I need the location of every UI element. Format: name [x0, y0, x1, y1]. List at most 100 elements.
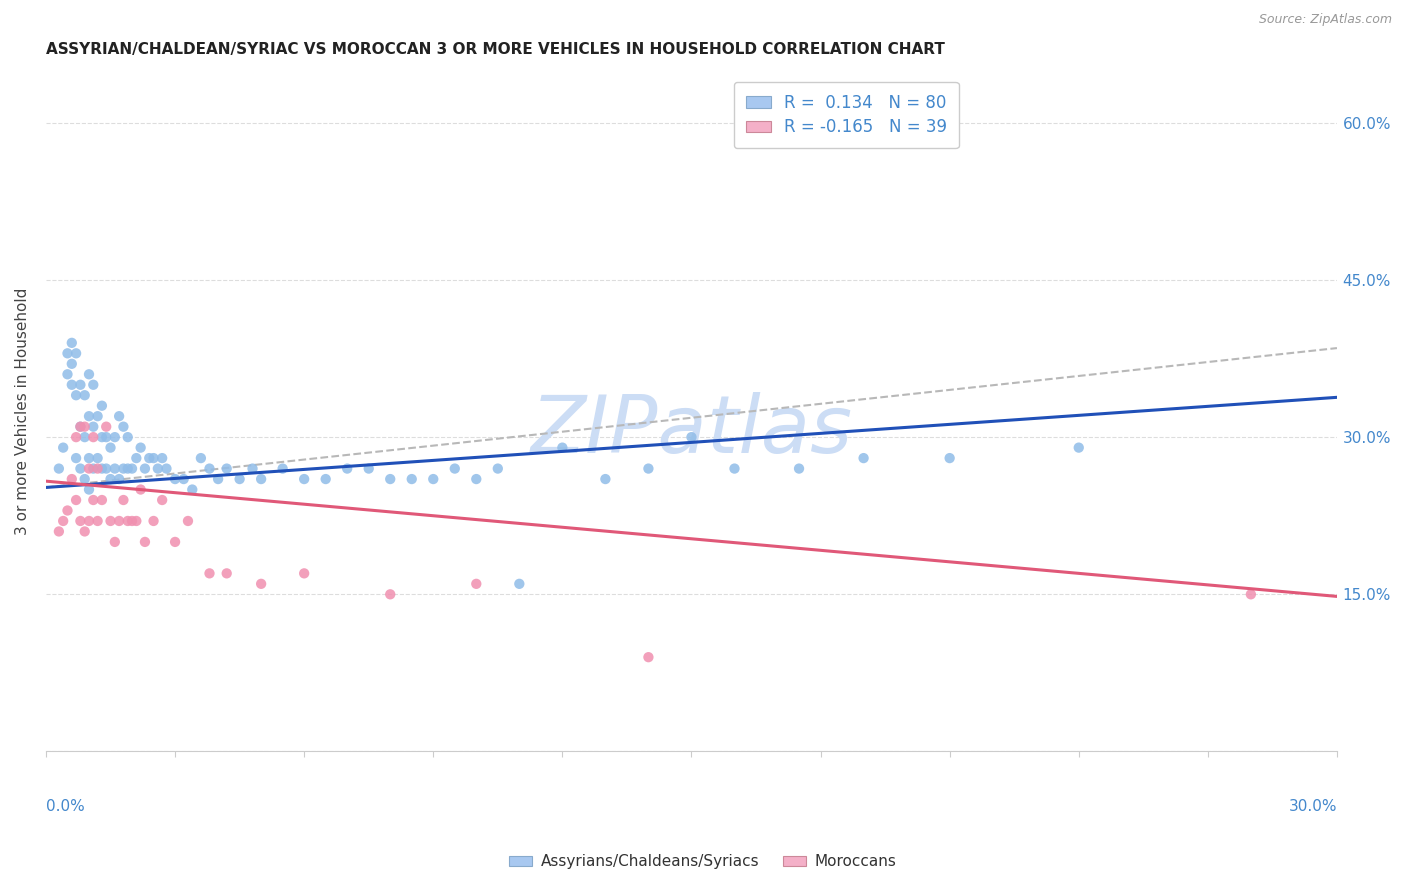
Point: [250, 472, 273, 486]
Point: [1240, 587, 1263, 601]
Point: [121, 461, 143, 475]
Point: [52, 441, 75, 455]
Point: [69, 419, 91, 434]
Point: [108, 472, 131, 486]
Point: [60, 335, 83, 350]
Point: [77, 461, 100, 475]
Point: [65, 493, 87, 508]
Point: [77, 483, 100, 497]
Point: [336, 461, 359, 475]
Point: [215, 461, 238, 475]
Point: [787, 461, 810, 475]
Point: [86, 409, 108, 424]
Point: [82, 419, 104, 434]
Point: [852, 451, 875, 466]
Point: [142, 514, 165, 528]
Point: [681, 430, 703, 444]
Point: [96, 430, 118, 444]
Point: [637, 650, 659, 665]
Point: [150, 451, 173, 466]
Point: [100, 441, 122, 455]
Point: [1067, 441, 1090, 455]
Point: [77, 514, 100, 528]
Point: [73, 472, 96, 486]
Point: [60, 357, 83, 371]
Point: [129, 483, 152, 497]
Point: [60, 377, 83, 392]
Point: [86, 451, 108, 466]
Text: 0.0%: 0.0%: [46, 799, 84, 814]
Point: [73, 388, 96, 402]
Point: [215, 566, 238, 581]
Point: [69, 377, 91, 392]
Point: [108, 409, 131, 424]
Point: [190, 451, 212, 466]
Point: [551, 441, 574, 455]
Point: [73, 524, 96, 539]
Point: [82, 430, 104, 444]
Point: [104, 535, 127, 549]
Point: [173, 472, 195, 486]
Point: [48, 461, 70, 475]
Point: [595, 472, 617, 486]
Legend: Assyrians/Chaldeans/Syriacs, Moroccans: Assyrians/Chaldeans/Syriacs, Moroccans: [503, 848, 903, 875]
Point: [207, 472, 229, 486]
Point: [181, 483, 204, 497]
Point: [198, 566, 221, 581]
Point: [90, 399, 112, 413]
Point: [96, 461, 118, 475]
Point: [242, 461, 264, 475]
Point: [150, 493, 173, 508]
Point: [69, 419, 91, 434]
Point: [82, 493, 104, 508]
Point: [108, 514, 131, 528]
Point: [60, 472, 83, 486]
Point: [86, 514, 108, 528]
Point: [637, 461, 659, 475]
Point: [90, 430, 112, 444]
Legend: R =  0.134   N = 80, R = -0.165   N = 39: R = 0.134 N = 80, R = -0.165 N = 39: [734, 82, 959, 148]
Point: [112, 461, 135, 475]
Point: [65, 451, 87, 466]
Point: [104, 430, 127, 444]
Point: [100, 514, 122, 528]
Point: [723, 461, 745, 475]
Point: [112, 419, 135, 434]
Point: [96, 419, 118, 434]
Point: [134, 461, 156, 475]
Point: [117, 461, 139, 475]
Point: [177, 514, 200, 528]
Point: [250, 577, 273, 591]
Point: [90, 461, 112, 475]
Point: [138, 451, 160, 466]
Point: [292, 472, 315, 486]
Point: [56, 346, 79, 360]
Point: [129, 441, 152, 455]
Point: [100, 472, 122, 486]
Text: 30.0%: 30.0%: [1288, 799, 1337, 814]
Point: [508, 577, 530, 591]
Point: [465, 577, 488, 591]
Point: [86, 461, 108, 475]
Point: [938, 451, 960, 466]
Point: [69, 461, 91, 475]
Point: [292, 566, 315, 581]
Point: [228, 472, 250, 486]
Point: [401, 472, 423, 486]
Point: [117, 430, 139, 444]
Text: Source: ZipAtlas.com: Source: ZipAtlas.com: [1258, 13, 1392, 27]
Point: [77, 451, 100, 466]
Point: [134, 535, 156, 549]
Y-axis label: 3 or more Vehicles in Household: 3 or more Vehicles in Household: [15, 287, 30, 534]
Point: [155, 461, 177, 475]
Point: [56, 503, 79, 517]
Point: [90, 493, 112, 508]
Point: [146, 461, 169, 475]
Point: [73, 430, 96, 444]
Point: [77, 409, 100, 424]
Point: [380, 587, 402, 601]
Text: ZIPatlas: ZIPatlas: [530, 392, 852, 470]
Point: [315, 472, 337, 486]
Point: [125, 514, 148, 528]
Point: [112, 493, 135, 508]
